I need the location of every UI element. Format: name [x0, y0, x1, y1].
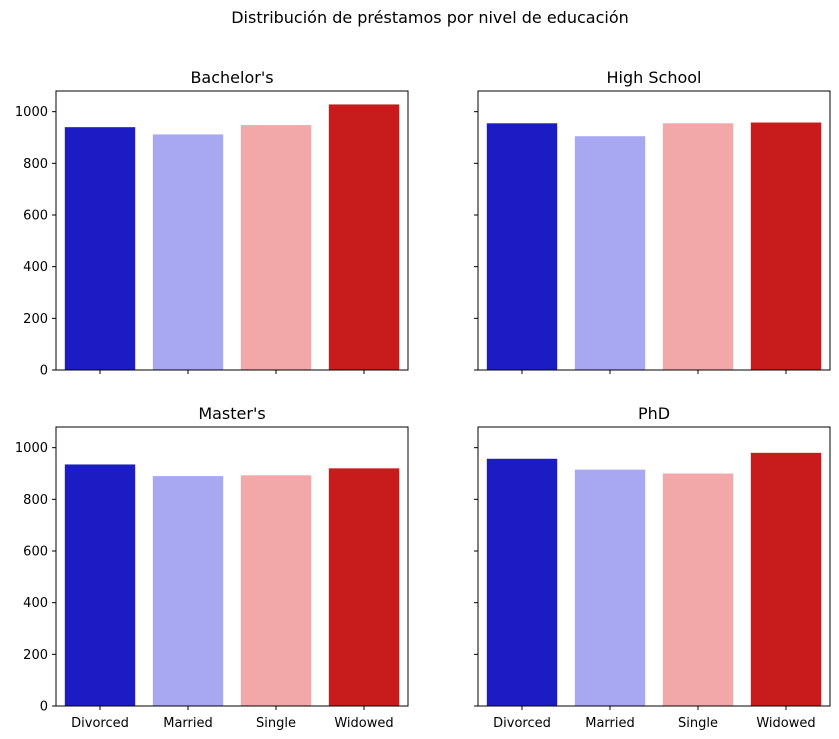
bar-bachelor-s-single: [240, 125, 312, 370]
xtick-label-master-s-single: Single: [256, 716, 296, 731]
figure-title: Distribución de préstamos por nivel de e…: [231, 8, 629, 27]
axes-frame-phd: [477, 426, 831, 707]
subplot-title-phd: PhD: [638, 404, 670, 423]
bar-bachelor-s-divorced: [64, 127, 136, 371]
xtick-label-master-s-divorced: Divorced: [71, 716, 129, 731]
subplot-grid: Bachelor's 0 200 400 600 800 1000 High School Ma…: [15, 68, 831, 731]
ytick-label-bachelor-s-200: 200: [23, 312, 48, 327]
subplot-phd: PhD Divorced Married Single Widowed: [474, 404, 831, 731]
subplot-master-s: Master's 0 200 400 600 800 1000 Divorced Married…: [15, 404, 409, 731]
bar-high-school-single: [662, 123, 734, 371]
bar-phd-divorced: [486, 458, 558, 706]
subplot-title-master-s: Master's: [198, 404, 265, 423]
bar-high-school-widowed: [750, 122, 822, 371]
ytick-label-bachelor-s-800: 800: [23, 157, 48, 172]
ytick-label-bachelor-s-400: 400: [23, 260, 48, 275]
xtick-label-master-s-married: Married: [163, 716, 213, 731]
subplot-title-high-school: High School: [607, 68, 702, 87]
bar-phd-married: [574, 469, 646, 706]
ytick-label-master-s-0: 0: [40, 700, 48, 715]
subplot-bachelor-s: Bachelor's 0 200 400 600 800 1000: [15, 68, 409, 379]
xtick-label-master-s-widowed: Widowed: [334, 716, 393, 731]
subplot-title-bachelor-s: Bachelor's: [190, 68, 273, 87]
xtick-label-phd-widowed: Widowed: [756, 716, 815, 731]
bar-phd-widowed: [750, 452, 822, 706]
ytick-label-bachelor-s-0: 0: [40, 364, 48, 379]
subplot-high-school: High School: [474, 68, 831, 374]
axes-frame-bachelor-s: [55, 90, 409, 371]
bar-bachelor-s-married: [152, 134, 224, 370]
bar-phd-single: [662, 473, 734, 706]
bar-master-s-single: [240, 475, 312, 706]
ytick-label-bachelor-s-1000: 1000: [15, 105, 48, 120]
ytick-label-master-s-200: 200: [23, 648, 48, 663]
xtick-label-phd-divorced: Divorced: [493, 716, 551, 731]
ytick-label-master-s-1000: 1000: [15, 441, 48, 456]
bar-master-s-widowed: [328, 468, 400, 706]
xtick-label-phd-single: Single: [678, 716, 718, 731]
bar-high-school-married: [574, 136, 646, 370]
axes-frame-master-s: [55, 426, 409, 707]
bar-master-s-married: [152, 476, 224, 706]
bar-bachelor-s-widowed: [328, 104, 400, 370]
ytick-label-master-s-800: 800: [23, 493, 48, 508]
bar-master-s-divorced: [64, 464, 136, 706]
bar-high-school-divorced: [486, 123, 558, 371]
axes-frame-high-school: [477, 90, 831, 371]
ytick-label-master-s-600: 600: [23, 545, 48, 560]
ytick-label-bachelor-s-600: 600: [23, 209, 48, 224]
ytick-label-master-s-400: 400: [23, 596, 48, 611]
xtick-label-phd-married: Married: [585, 716, 635, 731]
